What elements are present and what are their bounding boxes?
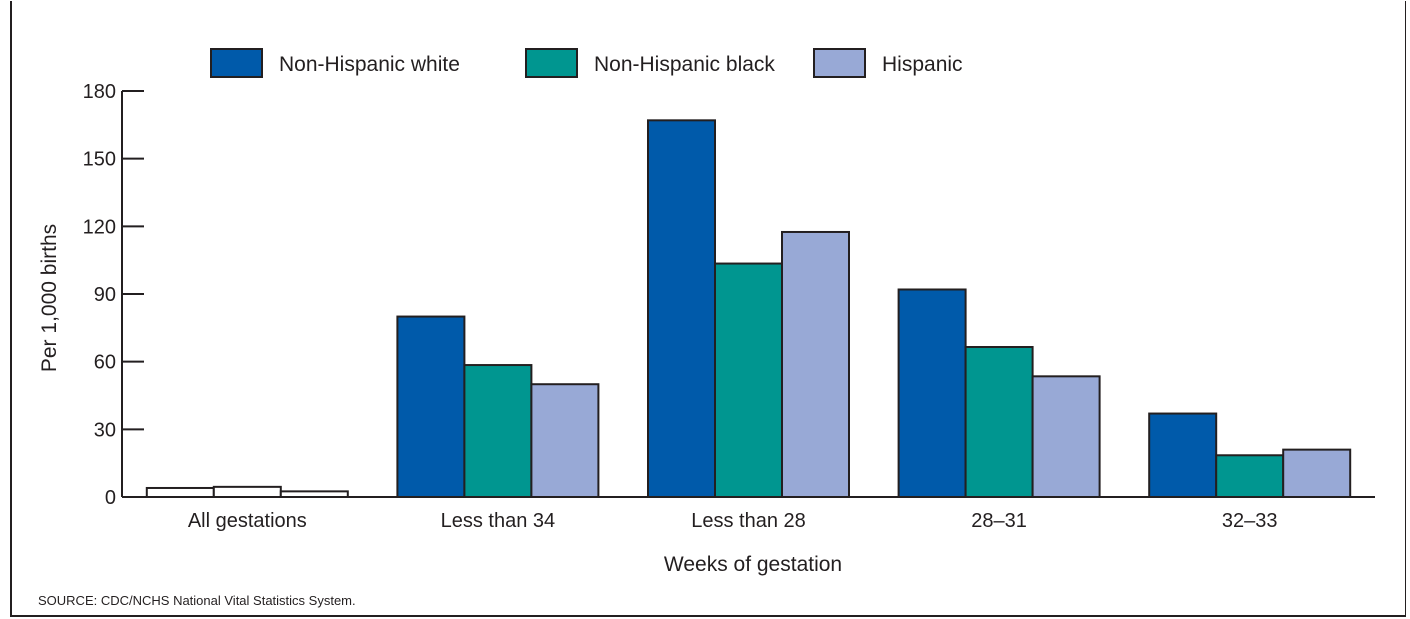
bars xyxy=(145,119,1352,499)
bar-0-1 xyxy=(212,485,282,499)
x-tick-label: 28–31 xyxy=(971,510,1027,532)
bar-2-0 xyxy=(647,119,716,498)
y-tick-label: 120 xyxy=(83,216,116,238)
legend-swatch xyxy=(525,48,578,78)
y-tick-label: 30 xyxy=(94,419,116,441)
bar-3-2 xyxy=(1031,375,1101,499)
bar-2-2 xyxy=(781,230,850,498)
legend: Non-Hispanic white Non-Hispanic black Hisp… xyxy=(210,48,963,78)
legend-label: Non-Hispanic white xyxy=(279,53,460,76)
y-tick-label: 150 xyxy=(83,149,116,171)
y-tick-label: 0 xyxy=(105,487,116,509)
bar-4-1 xyxy=(1215,454,1285,498)
x-tick-label: All gestations xyxy=(188,510,307,532)
y-tick-label: 90 xyxy=(94,284,116,306)
bar-3-0 xyxy=(897,288,967,498)
x-axis: All gestations Less than 34 Less than 28 28… xyxy=(122,496,1375,532)
legend-swatch xyxy=(813,48,866,78)
x-tick-label: Less than 28 xyxy=(691,510,806,532)
x-axis-title: Weeks of gestation xyxy=(664,553,842,576)
y-axis: 0 30 60 90 120 150 180 xyxy=(83,81,144,509)
source-note: SOURCE: CDC/NCHS National Vital Statisti… xyxy=(38,593,356,608)
x-tick-label: Less than 34 xyxy=(441,510,556,532)
legend-label: Hispanic xyxy=(882,53,963,76)
bar-3-1 xyxy=(964,346,1034,498)
y-axis-title: Per 1,000 births xyxy=(38,224,61,372)
bar-1-0 xyxy=(396,315,466,498)
bar-0-0 xyxy=(145,486,215,499)
y-tick-label: 60 xyxy=(94,352,116,374)
legend-label: Non-Hispanic black xyxy=(594,53,775,76)
bar-4-0 xyxy=(1148,412,1218,498)
bar-1-2 xyxy=(530,383,600,499)
bar-1-1 xyxy=(463,364,533,498)
bar-2-1 xyxy=(714,262,783,498)
chart-frame xyxy=(10,1,1406,617)
bar-4-2 xyxy=(1282,448,1352,498)
bar-0-2 xyxy=(279,490,349,499)
x-tick-label: 32–33 xyxy=(1222,510,1278,532)
y-tick-label: 180 xyxy=(83,81,116,103)
legend-swatch xyxy=(210,48,263,78)
